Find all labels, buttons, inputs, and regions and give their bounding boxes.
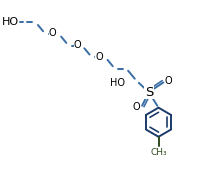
- Text: O: O: [95, 52, 102, 62]
- Text: O: O: [48, 28, 56, 38]
- Text: O: O: [132, 102, 140, 112]
- Text: HO: HO: [109, 78, 124, 88]
- Text: O: O: [164, 76, 172, 87]
- Text: S: S: [144, 86, 152, 99]
- Text: CH₃: CH₃: [149, 148, 166, 157]
- Text: O: O: [74, 40, 81, 50]
- Text: HO: HO: [2, 17, 19, 27]
